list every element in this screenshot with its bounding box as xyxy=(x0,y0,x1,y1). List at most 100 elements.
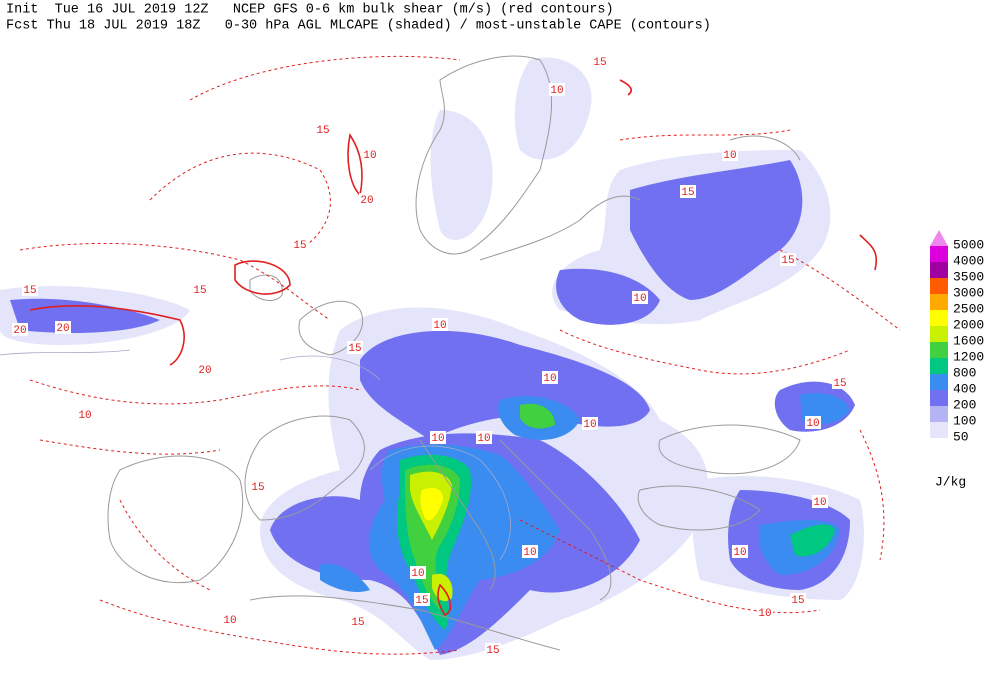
label-box xyxy=(222,613,238,626)
coastline xyxy=(244,415,365,521)
contour-label: 15 xyxy=(833,378,846,390)
label-box xyxy=(12,323,28,336)
contour-label: 10 xyxy=(543,373,556,385)
coastline xyxy=(479,195,641,261)
contour-label: 15 xyxy=(791,595,804,607)
legend-swatch xyxy=(930,310,948,326)
cape-area xyxy=(430,110,493,240)
coastline xyxy=(298,300,364,356)
label-box xyxy=(292,238,308,251)
label-box xyxy=(542,371,558,384)
cape-area xyxy=(320,564,370,592)
label-box xyxy=(414,593,430,606)
contour-label: 15 xyxy=(23,285,36,297)
contour-label: 20 xyxy=(13,325,26,337)
legend-label: 800 xyxy=(953,365,976,380)
label-box xyxy=(485,643,501,656)
legend-swatch xyxy=(930,246,948,262)
coastline xyxy=(499,439,612,601)
contour-label: 10 xyxy=(806,418,819,430)
shear-contour xyxy=(39,439,221,455)
contour-label: 20 xyxy=(56,323,69,335)
legend: 5000400035003000250020001600120080040020… xyxy=(930,230,984,444)
contour-label: 10 xyxy=(431,433,444,445)
legend-label: 50 xyxy=(953,429,969,444)
cape-area xyxy=(790,524,835,557)
shear-contour xyxy=(29,305,185,366)
contour-label: 15 xyxy=(415,595,428,607)
label-box xyxy=(250,480,266,493)
shear-contour xyxy=(99,599,461,655)
cape-shading xyxy=(0,57,864,660)
coastline xyxy=(107,455,244,584)
coastlines xyxy=(107,55,801,651)
coastline xyxy=(419,439,496,591)
shear-contour xyxy=(619,129,791,141)
legend-label: 2500 xyxy=(953,301,984,316)
contour-labels: 15 10 10 15 20 15 15 10 10 15 10 15 10 10 10 10 15 10 10 10… xyxy=(12,55,848,657)
contour-label: 15 xyxy=(781,255,794,267)
shear-contour xyxy=(119,499,211,591)
cape-contours xyxy=(0,349,511,561)
label-box xyxy=(549,83,565,96)
contour-label: 10 xyxy=(523,547,536,559)
legend-label: 100 xyxy=(953,413,976,428)
label-box xyxy=(732,545,748,558)
legend-label: 3500 xyxy=(953,269,984,284)
contour-label: 10 xyxy=(363,150,376,162)
contour-label: 10 xyxy=(723,150,736,162)
label-box xyxy=(350,615,366,628)
contour-label: 15 xyxy=(316,125,329,137)
shear-contour xyxy=(19,242,331,321)
shear-contour xyxy=(29,379,361,405)
label-box xyxy=(722,148,738,161)
legend-label: 2000 xyxy=(953,317,984,332)
contour-label: 10 xyxy=(411,568,424,580)
coastline xyxy=(637,485,761,531)
shear-contour xyxy=(859,429,885,561)
shear-contour xyxy=(189,55,461,101)
label-box xyxy=(359,193,375,206)
legend-swatch xyxy=(930,358,948,374)
label-box xyxy=(812,495,828,508)
legend-swatch xyxy=(930,230,948,246)
legend-label: 200 xyxy=(953,397,976,412)
label-box xyxy=(757,606,773,619)
coastline xyxy=(729,135,801,161)
header-init: Init Tue 16 JUL 2019 12Z NCEP GFS 0-6 km… xyxy=(6,3,614,18)
contour-label: 20 xyxy=(360,195,373,207)
cape-area xyxy=(514,57,592,160)
contour-label: 15 xyxy=(681,187,694,199)
cape-area xyxy=(360,330,650,440)
contour-label: 15 xyxy=(593,57,606,69)
label-box xyxy=(55,321,71,334)
header-fcst: Fcst Thu 18 JUL 2019 18Z 0-30 hPa AGL ML… xyxy=(6,19,711,34)
legend-swatch xyxy=(930,422,948,438)
legend-swatch xyxy=(930,342,948,358)
legend-swatch xyxy=(930,278,948,294)
contour-label: 10 xyxy=(78,410,91,422)
label-box xyxy=(522,545,538,558)
shear-contour xyxy=(779,249,901,331)
legend-label: 4000 xyxy=(953,253,984,268)
legend-swatch xyxy=(930,326,948,342)
legend-label: 1200 xyxy=(953,349,984,364)
legend-label: 5000 xyxy=(953,237,984,252)
cape-area xyxy=(420,488,444,521)
contour-label: 20 xyxy=(198,365,211,377)
contour-label: 15 xyxy=(193,285,206,297)
legend-swatch xyxy=(930,262,948,278)
contour-label: 10 xyxy=(583,419,596,431)
contour-label: 10 xyxy=(813,497,826,509)
label-box xyxy=(582,417,598,430)
label-box xyxy=(832,376,848,389)
label-box xyxy=(22,283,38,296)
cape-contour xyxy=(279,355,381,381)
legend-swatch xyxy=(930,374,948,390)
label-box xyxy=(790,593,806,606)
contour-label: 10 xyxy=(223,615,236,627)
label-box xyxy=(680,185,696,198)
shear-contour xyxy=(437,583,452,617)
contour-label: 10 xyxy=(433,320,446,332)
